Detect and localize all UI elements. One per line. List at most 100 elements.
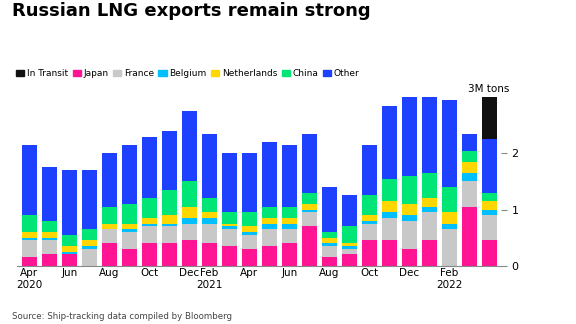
Bar (22, 240, 37, 257)
Bar (162, 215, 177, 224)
Bar (382, 106, 397, 179)
Bar (362, 215, 377, 221)
Bar (202, 212, 217, 218)
Bar (321, 187, 337, 232)
Bar (422, 207, 437, 212)
Bar (142, 226, 157, 243)
Text: Russian LNG exports remain strong: Russian LNG exports remain strong (12, 2, 370, 20)
Bar (482, 240, 497, 266)
Bar (181, 218, 197, 224)
Bar (181, 224, 197, 240)
Bar (442, 100, 457, 187)
Bar (22, 145, 37, 215)
Bar (442, 187, 457, 212)
Bar (461, 173, 476, 181)
Bar (142, 218, 157, 224)
Bar (242, 249, 257, 266)
Bar (461, 151, 476, 162)
Bar (302, 210, 317, 212)
Bar (162, 224, 177, 226)
Bar (62, 170, 77, 235)
Bar (122, 249, 137, 266)
Bar (42, 254, 57, 266)
Bar (302, 212, 317, 226)
Bar (382, 240, 397, 266)
Bar (142, 243, 157, 266)
Bar (321, 257, 337, 266)
Bar (362, 221, 377, 224)
Bar (302, 226, 317, 266)
Bar (442, 224, 457, 229)
Bar (102, 207, 117, 224)
Bar (222, 229, 237, 246)
Bar (482, 210, 497, 215)
Bar (461, 207, 476, 266)
Bar (302, 204, 317, 210)
Bar (262, 142, 276, 207)
Bar (262, 207, 276, 218)
Bar (42, 232, 57, 237)
Legend: In Transit, Japan, France, Belgium, Netherlands, China, Other: In Transit, Japan, France, Belgium, Neth… (16, 69, 359, 78)
Bar (102, 224, 117, 229)
Bar (102, 229, 117, 243)
Bar (262, 229, 276, 246)
Bar (242, 153, 257, 212)
Bar (222, 212, 237, 224)
Bar (442, 212, 457, 224)
Bar (282, 207, 297, 218)
Bar (422, 92, 437, 173)
Bar (321, 243, 337, 246)
Bar (122, 224, 137, 229)
Bar (82, 170, 97, 229)
Bar (202, 224, 217, 243)
Bar (382, 179, 397, 201)
Bar (401, 176, 416, 204)
Bar (302, 134, 317, 193)
Bar (302, 193, 317, 204)
Bar (262, 246, 276, 266)
Bar (42, 237, 57, 240)
Bar (181, 240, 197, 266)
Bar (401, 221, 416, 249)
Bar (202, 243, 217, 266)
Bar (82, 240, 97, 246)
Bar (242, 232, 257, 235)
Bar (482, 92, 497, 139)
Bar (382, 201, 397, 212)
Bar (22, 257, 37, 266)
Bar (82, 246, 97, 249)
Bar (362, 195, 377, 215)
Bar (162, 131, 177, 190)
Bar (162, 243, 177, 266)
Bar (162, 190, 177, 215)
Bar (82, 229, 97, 240)
Bar (222, 246, 237, 266)
Bar (242, 226, 257, 232)
Bar (482, 215, 497, 240)
Bar (342, 195, 357, 226)
Bar (222, 224, 237, 226)
Bar (282, 218, 297, 224)
Bar (142, 136, 157, 198)
Bar (202, 218, 217, 224)
Bar (321, 232, 337, 237)
Bar (102, 153, 117, 207)
Bar (62, 246, 77, 252)
Bar (482, 139, 497, 193)
Bar (62, 235, 77, 246)
Bar (62, 252, 77, 254)
Bar (162, 226, 177, 243)
Bar (282, 224, 297, 229)
Bar (22, 215, 37, 232)
Bar (461, 181, 476, 207)
Bar (442, 229, 457, 266)
Bar (382, 212, 397, 218)
Bar (142, 224, 157, 226)
Bar (262, 218, 276, 224)
Bar (22, 237, 37, 240)
Bar (342, 243, 357, 246)
Bar (262, 224, 276, 229)
Bar (342, 249, 357, 254)
Bar (42, 240, 57, 254)
Bar (62, 254, 77, 266)
